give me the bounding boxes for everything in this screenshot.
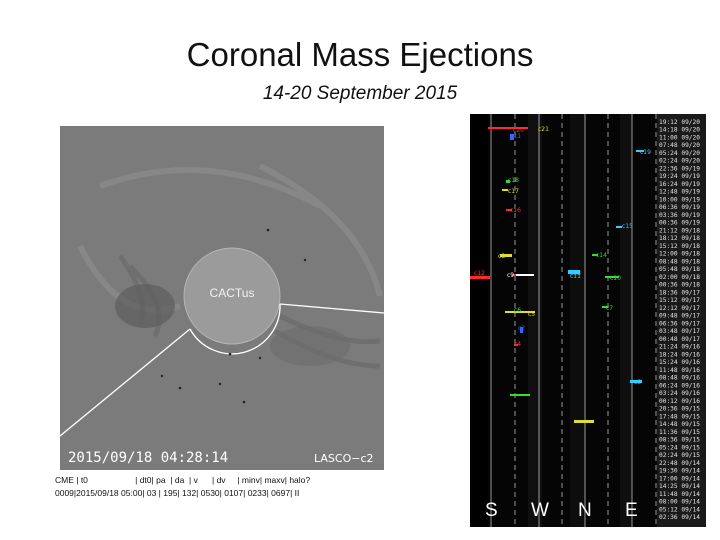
cme-label-c2: c2 <box>518 325 525 332</box>
map-timestamp: 02:36 09/14 <box>659 514 700 521</box>
cme-label-c19: c19 <box>640 149 651 156</box>
map-timestamp: 11:48 09/14 <box>659 491 700 498</box>
cme-info-table: CME | t0 | dt0| pa | da | v | dv | minv|… <box>55 474 310 500</box>
direction-label-east: E <box>625 500 638 521</box>
slide-subtitle: 14-20 September 2015 <box>262 83 458 104</box>
map-timestamp: 16:24 09/19 <box>659 181 700 188</box>
map-timestamp: 14:48 09/15 <box>659 421 700 428</box>
map-timestamp: 12:00 09/18 <box>659 251 700 258</box>
map-timestamp: 22:48 09/14 <box>659 460 700 467</box>
map-timestamp: 12:48 09/19 <box>659 189 700 196</box>
map-timestamp: 21:12 09/18 <box>659 227 700 234</box>
map-timestamp: 00:48 09/17 <box>659 336 700 343</box>
map-timestamp: 14:25 09/14 <box>659 483 700 490</box>
map-timestamp: 05:24 09/15 <box>659 444 700 451</box>
lasco-instrument-label: LASCO−c2 <box>314 452 374 465</box>
map-timestamp: 22:36 09/19 <box>659 165 700 172</box>
map-timestamp: 11:36 09/15 <box>659 429 700 436</box>
cme-label-c3: c3 <box>634 379 641 386</box>
map-timestamp: 21:24 09/16 <box>659 344 700 351</box>
map-timestamp: 00:36 09/18 <box>659 282 700 289</box>
map-timestamp: 05:48 09/18 <box>659 266 700 273</box>
map-timestamp: 11:00 09/20 <box>659 134 700 141</box>
cme-label-c14: c14 <box>596 252 607 259</box>
cme-label-c21: c21 <box>538 126 549 133</box>
cme-detection-map: 19:12 09/20 14:18 09/20 11:00 09/20 07:48 0… <box>470 114 706 527</box>
map-timestamp: 20:36 09/15 <box>659 406 700 413</box>
map-timestamp: 06:36 09/19 <box>659 204 700 211</box>
map-timestamp: 02:24 09/20 <box>659 158 700 165</box>
cme-label-c18: c18 <box>508 177 519 184</box>
map-timestamp: 15:12 09/17 <box>659 297 700 304</box>
map-timestamp: 03:24 09/16 <box>659 390 700 397</box>
direction-label-north: N <box>578 500 592 521</box>
map-timestamp: 03:48 09/17 <box>659 328 700 335</box>
map-timestamp: 11:48 09/16 <box>659 367 700 374</box>
map-timestamp: 05:12 09/14 <box>659 506 700 513</box>
cme-label-c15: c15 <box>622 223 633 230</box>
map-timestamp: 19:12 09/20 <box>659 119 700 126</box>
cme-label-c13: c13 <box>570 270 581 277</box>
cme-label-c4: c4 <box>514 341 521 348</box>
direction-label-south: S <box>485 500 498 521</box>
cme-label-c17: c17 <box>508 188 519 195</box>
cme-label-c1: c1 <box>514 133 521 140</box>
lasco-image-graphic: CACTus 2015/09/18 04:28:14 LASCO−c2 <box>60 126 384 470</box>
map-timestamp: 19:30 09/14 <box>659 468 700 475</box>
cme-label-c11: c11 <box>570 273 581 280</box>
map-timestamp: 05:24 09/20 <box>659 150 700 157</box>
cme-table-header: CME | t0 | dt0| pa | da | v | dv | minv|… <box>55 475 311 485</box>
slide-title: Coronal Mass Ejections <box>186 36 534 73</box>
cme-label-c7: c7 <box>606 305 613 312</box>
map-timestamp: 12:12 09/17 <box>659 305 700 312</box>
map-timestamp: 09:48 09/17 <box>659 313 700 320</box>
cme-label-c20: c20 <box>513 127 524 134</box>
map-timestamp: 08:48 09/16 <box>659 375 700 382</box>
map-timestamp: 07:48 09/20 <box>659 142 700 149</box>
map-timestamp: 10:00 09/19 <box>659 196 700 203</box>
map-timestamp: 18:12 09/18 <box>659 235 700 242</box>
cme-label-c16: c16 <box>510 207 521 214</box>
cme-table-row: 0009|2015/09/18 05:00| 03 | 195| 132| 05… <box>55 488 300 498</box>
map-timestamp: 08:48 09/18 <box>659 258 700 265</box>
map-timestamp: 08:36 09/15 <box>659 437 700 444</box>
map-timestamp: 06:36 09/17 <box>659 320 700 327</box>
map-timestamp: 18:36 09/17 <box>659 289 700 296</box>
cactus-label: CACTus <box>210 286 255 300</box>
map-timestamp: 02:00 09/18 <box>659 274 700 281</box>
cme-label-c6: c6 <box>514 307 521 314</box>
map-timestamp: 06:24 09/16 <box>659 382 700 389</box>
cme-label-c10: c10 <box>610 275 621 282</box>
map-timestamp: 00:36 09/19 <box>659 220 700 227</box>
map-timestamp: 08:00 09/14 <box>659 499 700 506</box>
map-timestamp: 03:36 09/19 <box>659 212 700 219</box>
cme-label-c12: c12 <box>474 270 485 277</box>
map-timestamp: 15:24 09/16 <box>659 359 700 366</box>
cme-label-c8: c8 <box>498 253 505 260</box>
map-timestamp: 02:24 09/15 <box>659 452 700 459</box>
lasco-timestamp: 2015/09/18 04:28:14 <box>68 450 228 466</box>
map-timestamp: 14:18 09/20 <box>659 127 700 134</box>
lasco-c2-image: CACTus 2015/09/18 04:28:14 LASCO−c2 <box>60 126 384 470</box>
map-timestamp: 00:12 09/16 <box>659 398 700 405</box>
direction-label-west: W <box>531 500 549 521</box>
map-timestamp: 17:48 09/15 <box>659 413 700 420</box>
map-timestamp: 17:00 09/14 <box>659 475 700 482</box>
map-timestamp: 15:12 09/18 <box>659 243 700 250</box>
cme-label-c9: c9 <box>507 272 514 279</box>
cme-label-c5: c5 <box>528 311 535 318</box>
map-timestamp: 19:24 09/19 <box>659 173 700 180</box>
map-timestamp: 18:24 09/16 <box>659 351 700 358</box>
